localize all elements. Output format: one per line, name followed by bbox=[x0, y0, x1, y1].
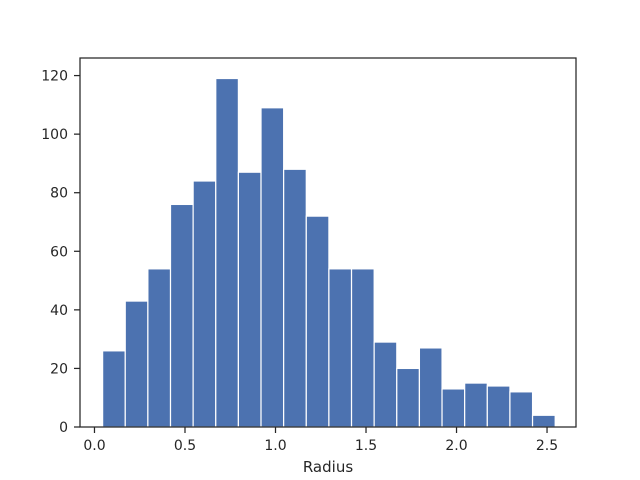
x-tick-label: 0.5 bbox=[174, 438, 196, 454]
x-tick-label: 0.0 bbox=[83, 438, 105, 454]
x-tick-label: 1.0 bbox=[264, 438, 286, 454]
histogram-bar bbox=[509, 391, 534, 428]
histogram-bar bbox=[192, 180, 217, 428]
histogram-bar bbox=[215, 77, 239, 428]
x-axis-ticks: 0.0 0.5 1.0 1.5 2.0 2.5 bbox=[83, 427, 558, 454]
y-tick-label: 0 bbox=[59, 420, 68, 436]
histogram-bar bbox=[373, 341, 398, 428]
y-axis-ticks: 0 20 40 60 80 100 120 bbox=[41, 69, 80, 436]
histogram-bar bbox=[396, 367, 421, 428]
histogram-bar bbox=[350, 268, 375, 428]
histogram-bar bbox=[531, 414, 556, 428]
histogram-bar bbox=[237, 171, 262, 428]
histogram-bar bbox=[102, 350, 126, 428]
x-tick-label: 2.5 bbox=[536, 438, 558, 454]
histogram-bar bbox=[169, 203, 194, 428]
y-tick-label: 40 bbox=[50, 303, 68, 319]
y-tick-label: 100 bbox=[41, 127, 68, 143]
histogram-bar bbox=[441, 388, 466, 428]
histogram-bar bbox=[328, 268, 353, 428]
histogram-bar bbox=[124, 300, 149, 428]
histogram-bar bbox=[283, 168, 307, 428]
histogram-bar bbox=[260, 107, 285, 428]
x-axis-label: Radius bbox=[303, 458, 353, 476]
histogram-bar bbox=[486, 385, 511, 428]
histogram-bar bbox=[305, 215, 330, 428]
x-tick-label: 1.5 bbox=[355, 438, 377, 454]
plot-frame bbox=[79, 57, 577, 428]
y-tick-label: 120 bbox=[41, 69, 68, 85]
y-tick-label: 80 bbox=[50, 186, 68, 202]
histogram-bar bbox=[464, 382, 488, 428]
y-tick-label: 20 bbox=[50, 361, 68, 377]
x-tick-label: 2.0 bbox=[445, 438, 467, 454]
bars-group bbox=[102, 77, 556, 428]
histogram-bar bbox=[147, 268, 172, 428]
y-tick-label: 60 bbox=[50, 244, 68, 260]
histogram-bar bbox=[418, 347, 443, 428]
